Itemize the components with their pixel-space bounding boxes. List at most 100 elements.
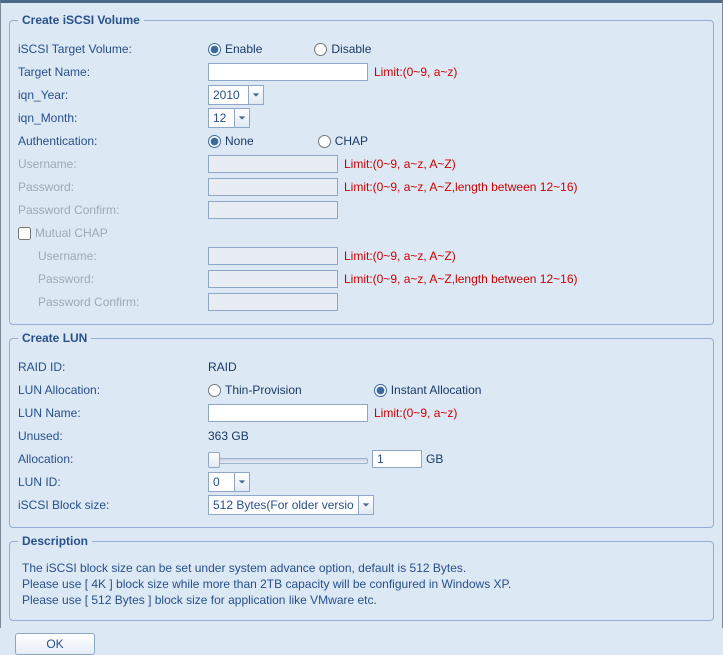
description-line: Please use [ 4K ] block size while more … [22, 576, 701, 592]
label-mut-pass: Password: [18, 272, 208, 286]
row-lun-name: LUN Name: Limit:(0~9, a~z) [18, 402, 705, 424]
radio-auth-chap[interactable] [318, 135, 331, 148]
label-block-size: iSCSI Block size: [18, 498, 208, 512]
radio-thin-label: Thin-Provision [225, 383, 302, 397]
row-allocation: Allocation: GB [18, 448, 705, 470]
row-mutual-chap: Mutual CHAP [18, 222, 705, 244]
label-allocation: Allocation: [18, 452, 208, 466]
row-iqn-year: iqn_Year: [18, 84, 705, 106]
label-iqn-year: iqn_Year: [18, 88, 208, 102]
row-unused: Unused: 363 GB [18, 425, 705, 447]
hint-mut-pass: Limit:(0~9, a~z, A~Z,length between 12~1… [344, 272, 577, 286]
row-raid-id: RAID ID: RAID [18, 356, 705, 378]
legend-description: Description [18, 534, 92, 548]
row-mut-pass: Password: Limit:(0~9, a~z, A~Z,length be… [18, 268, 705, 290]
chevron-down-icon[interactable] [234, 108, 250, 128]
label-chap-user: Username: [18, 157, 208, 171]
allocation-slider[interactable] [208, 452, 368, 466]
slider-handle[interactable] [208, 452, 220, 468]
row-chap-conf: Password Confirm: [18, 199, 705, 221]
hint-chap-user: Limit:(0~9, a~z, A~Z) [344, 157, 456, 171]
input-lun-name[interactable] [208, 404, 368, 422]
legend-create-iscsi-volume: Create iSCSI Volume [18, 13, 144, 27]
checkbox-mutual-chap-wrap[interactable]: Mutual CHAP [18, 226, 108, 240]
combo-lun-id[interactable] [208, 472, 250, 492]
ok-button[interactable]: OK [15, 633, 95, 655]
radio-disable-wrap[interactable]: Disable [314, 42, 371, 56]
combo-block-size[interactable] [208, 495, 374, 515]
row-block-size: iSCSI Block size: [18, 494, 705, 516]
legend-create-lun: Create LUN [18, 331, 91, 345]
row-mut-conf: Password Confirm: [18, 291, 705, 313]
row-chap-user: Username: Limit:(0~9, a~z, A~Z) [18, 153, 705, 175]
row-mut-user: Username: Limit:(0~9, a~z, A~Z) [18, 245, 705, 267]
input-mut-conf [208, 293, 338, 311]
radio-enable[interactable] [208, 43, 221, 56]
input-mut-pass [208, 270, 338, 288]
radio-auth-none[interactable] [208, 135, 221, 148]
radio-auth-none-wrap[interactable]: None [208, 134, 254, 148]
hint-target-name: Limit:(0~9, a~z) [374, 65, 457, 79]
label-lun-alloc: LUN Allocation: [18, 383, 208, 397]
chevron-down-icon[interactable] [234, 472, 250, 492]
row-lun-alloc: LUN Allocation: Thin-Provision Instant A… [18, 379, 705, 401]
input-iqn-month[interactable] [208, 108, 234, 128]
value-unused: 363 GB [208, 429, 249, 443]
radio-thin-wrap[interactable]: Thin-Provision [208, 383, 302, 397]
radio-instant-wrap[interactable]: Instant Allocation [374, 383, 482, 397]
label-target-name: Target Name: [18, 65, 208, 79]
radio-thin[interactable] [208, 384, 221, 397]
hint-chap-pass: Limit:(0~9, a~z, A~Z,length between 12~1… [344, 180, 577, 194]
chevron-down-icon[interactable] [358, 495, 374, 515]
row-auth: Authentication: None CHAP [18, 130, 705, 152]
chevron-down-icon[interactable] [248, 85, 264, 105]
hint-mut-user: Limit:(0~9, a~z, A~Z) [344, 249, 456, 263]
slider-rail [208, 458, 368, 464]
row-lun-id: LUN ID: [18, 471, 705, 493]
label-lun-name: LUN Name: [18, 406, 208, 420]
hint-lun-name: Limit:(0~9, a~z) [374, 406, 457, 420]
radio-auth-chap-label: CHAP [335, 134, 368, 148]
fieldset-create-lun: Create LUN RAID ID: RAID LUN Allocation:… [9, 331, 714, 528]
input-iqn-year[interactable] [208, 85, 248, 105]
label-chap-conf: Password Confirm: [18, 203, 208, 217]
radio-disable[interactable] [314, 43, 327, 56]
combo-iqn-year[interactable] [208, 85, 264, 105]
fieldset-description: Description The iSCSI block size can be … [9, 534, 714, 621]
radio-auth-none-label: None [225, 134, 254, 148]
label-mut-user: Username: [18, 249, 208, 263]
description-line: The iSCSI block size can be set under sy… [22, 560, 701, 576]
input-target-name[interactable] [208, 63, 368, 81]
input-lun-id[interactable] [208, 472, 234, 492]
label-mut-conf: Password Confirm: [18, 295, 208, 309]
row-target-name: Target Name: Limit:(0~9, a~z) [18, 61, 705, 83]
row-target-volume: iSCSI Target Volume: Enable Disable [18, 38, 705, 60]
input-chap-pass [208, 178, 338, 196]
label-lun-id: LUN ID: [18, 475, 208, 489]
radio-instant[interactable] [374, 384, 387, 397]
input-mut-user [208, 247, 338, 265]
description-text: The iSCSI block size can be set under sy… [18, 558, 705, 610]
combo-iqn-month[interactable] [208, 108, 250, 128]
radio-instant-label: Instant Allocation [391, 383, 482, 397]
input-allocation[interactable] [372, 450, 422, 468]
radio-enable-label: Enable [225, 42, 262, 56]
fieldset-create-iscsi-volume: Create iSCSI Volume iSCSI Target Volume:… [9, 13, 714, 325]
label-iqn-month: iqn_Month: [18, 111, 208, 125]
radio-enable-wrap[interactable]: Enable [208, 42, 262, 56]
page-root: Create iSCSI Volume iSCSI Target Volume:… [0, 0, 723, 628]
input-chap-conf [208, 201, 338, 219]
label-mutual-chap: Mutual CHAP [35, 226, 108, 240]
description-line: Please use [ 512 Bytes ] block size for … [22, 592, 701, 608]
label-raid-id: RAID ID: [18, 360, 208, 374]
value-raid-id: RAID [208, 360, 237, 374]
checkbox-mutual-chap[interactable] [18, 227, 31, 240]
label-auth: Authentication: [18, 134, 208, 148]
label-allocation-unit: GB [426, 452, 443, 466]
input-block-size[interactable] [208, 495, 358, 515]
radio-auth-chap-wrap[interactable]: CHAP [318, 134, 368, 148]
radio-disable-label: Disable [331, 42, 371, 56]
row-chap-pass: Password: Limit:(0~9, a~z, A~Z,length be… [18, 176, 705, 198]
label-unused: Unused: [18, 429, 208, 443]
label-target-volume: iSCSI Target Volume: [18, 42, 208, 56]
